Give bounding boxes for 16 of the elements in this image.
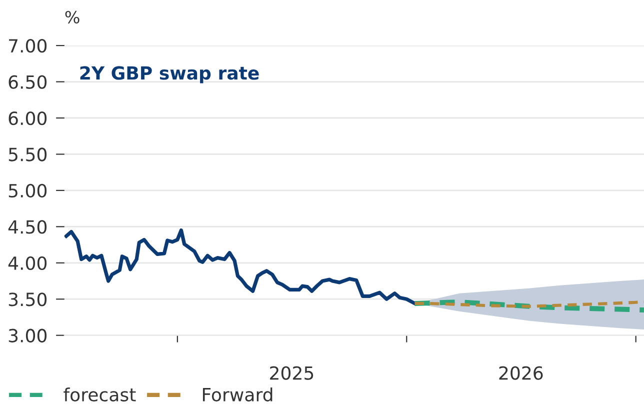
- line-series: [64, 228, 417, 306]
- x-tick-label: 2026: [499, 366, 543, 380]
- y-axis-title: %: [65, 10, 80, 24]
- y-tick-label: 6.00: [8, 111, 47, 126]
- y-tick-label: 7.00: [9, 39, 47, 53]
- y-tick-label: 4.50: [8, 220, 47, 234]
- y-tick-label: 5.50: [8, 148, 47, 162]
- legend-label: forecast: [64, 388, 136, 402]
- y-tick-label: 5.00: [8, 184, 47, 198]
- x-tick-label: 2025: [270, 366, 314, 380]
- y-tick-label: 3.50: [8, 292, 47, 306]
- y-tick-label: 3.00: [8, 328, 47, 342]
- y-tick-label: 6.50: [8, 75, 47, 89]
- y-tick-label: 4.00: [8, 256, 47, 270]
- text: 2Y GBP swap rate: [80, 66, 259, 84]
- legend-label: Forward: [202, 388, 272, 402]
